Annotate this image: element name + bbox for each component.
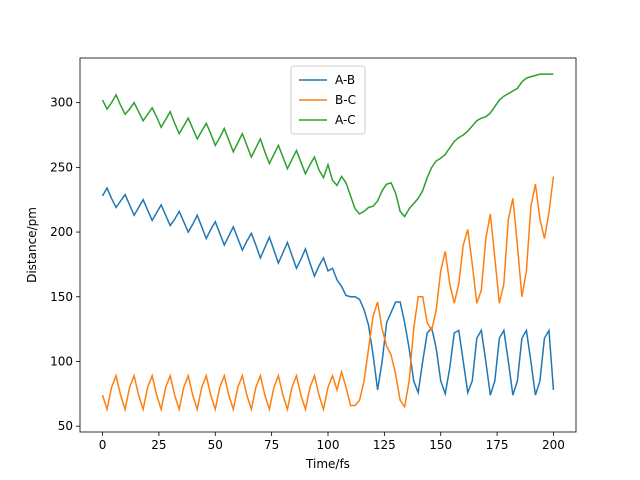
y-tick-label: 50: [58, 419, 73, 433]
y-tick-label: 150: [50, 290, 73, 304]
series-line: [101, 73, 554, 218]
y-tick-label: 300: [50, 96, 73, 110]
x-tick-label: 50: [208, 438, 223, 452]
series-line: [101, 186, 555, 397]
x-tick-label: 150: [429, 438, 452, 452]
x-tick-label: 175: [486, 438, 509, 452]
y-axis-label: Distance/pm: [25, 207, 39, 283]
x-tick-label: 75: [264, 438, 279, 452]
x-tick-label: 25: [151, 438, 166, 452]
series-line: [101, 176, 555, 413]
x-tick-label: 100: [317, 438, 340, 452]
legend-label: B-C: [335, 93, 356, 107]
x-tick-label: 200: [542, 438, 565, 452]
y-tick-label: 100: [50, 354, 73, 368]
legend-label: A-B: [335, 73, 355, 87]
legend-label: A-C: [335, 113, 356, 127]
x-axis-label: Time/fs: [305, 457, 350, 471]
legend-box: [290, 65, 366, 135]
y-tick-label: 250: [50, 160, 73, 174]
y-tick-label: 200: [50, 225, 73, 239]
plot-frame: [79, 57, 577, 433]
x-tick-label: 0: [99, 438, 107, 452]
x-tick-label: 125: [373, 438, 396, 452]
